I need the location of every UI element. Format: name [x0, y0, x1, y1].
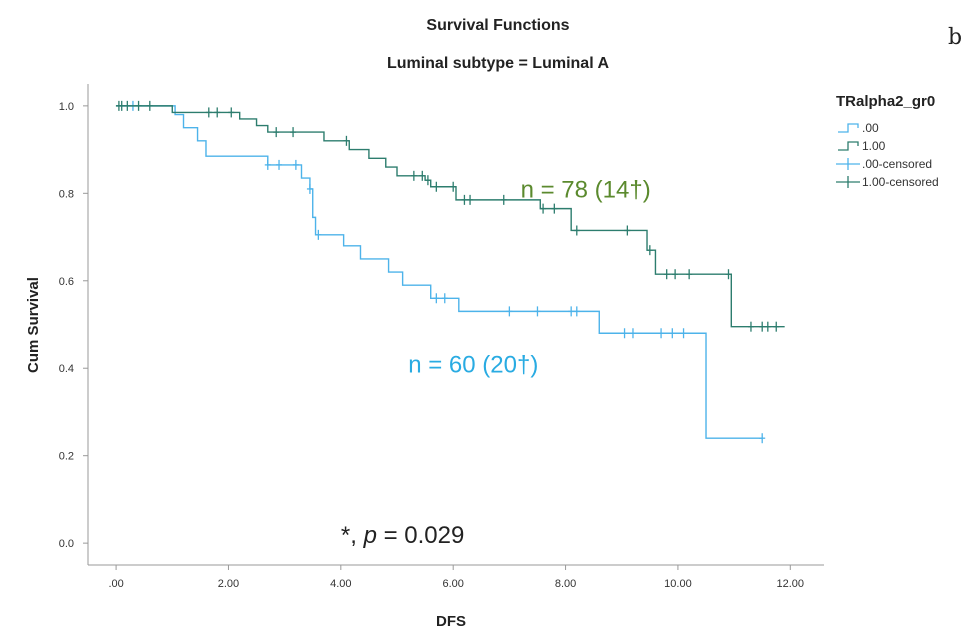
- chart-title: Survival Functions: [426, 17, 569, 34]
- p-prefix: *,: [341, 522, 364, 549]
- annotation-n-group1: n = 78 (14†): [521, 177, 651, 204]
- y-tick-label: 0.4: [59, 363, 74, 375]
- censor-mark: [343, 135, 350, 146]
- y-tick-label: 0.8: [59, 188, 74, 200]
- censor-mark: [759, 321, 766, 332]
- censor-mark: [764, 321, 771, 332]
- censor-mark: [419, 170, 426, 181]
- p-symbol: p: [363, 522, 377, 549]
- censor-mark: [450, 181, 457, 192]
- censor-mark: [228, 107, 235, 118]
- legend-step-swatch: [838, 141, 859, 151]
- x-axis-ticks: .00 2.00 4.00 6.00 8.00 10.00 12.00: [108, 565, 804, 590]
- censor-mark: [290, 127, 297, 138]
- censor-mark: [264, 159, 271, 170]
- legend: TRalpha2_gr0 .00 1.00 .00-censored 1.00-cen…: [836, 93, 939, 189]
- annotation-n-group0: n = 60 (20†): [408, 352, 538, 379]
- censor-mark: [663, 269, 670, 280]
- censor-mark: [725, 269, 732, 280]
- y-axis-ticks: 0.0 0.2 0.4 0.6 0.8 1.0: [59, 101, 88, 550]
- censor-mark: [680, 328, 687, 339]
- series-line-1: [116, 105, 785, 328]
- censor-mark: [747, 321, 754, 332]
- censor-mark: [292, 159, 299, 170]
- x-tick-label: 12.00: [777, 578, 805, 590]
- censor-mark: [573, 306, 580, 317]
- legend-entry: 1.00: [838, 139, 886, 153]
- y-axis-title: Cum Survival: [25, 277, 42, 373]
- censor-mark: [773, 321, 780, 332]
- y-tick-label: 0.6: [59, 276, 74, 288]
- censor-mark: [686, 269, 693, 280]
- censor-mark: [306, 183, 313, 194]
- legend-label: .00: [862, 121, 879, 135]
- censor-mark: [205, 107, 212, 118]
- censor-mark: [424, 175, 431, 186]
- censor-mark: [551, 203, 558, 214]
- x-tick-label: 6.00: [442, 578, 463, 590]
- legend-label: 1.00-censored: [862, 175, 939, 189]
- censor-mark: [573, 225, 580, 236]
- censor-mark: [146, 100, 153, 111]
- panel-label: b: [948, 25, 962, 50]
- legend-entry: .00-censored: [836, 157, 932, 171]
- censor-mark: [135, 100, 142, 111]
- censor-mark: [214, 107, 221, 118]
- censor-mark: [273, 127, 280, 138]
- censor-mark: [646, 245, 653, 256]
- censor-mark: [534, 306, 541, 317]
- censor-mark: [124, 100, 131, 111]
- censor-mark: [467, 194, 474, 205]
- x-axis-title: DFS: [436, 613, 466, 630]
- p-value: = 0.029: [377, 522, 464, 549]
- legend-label: 1.00: [862, 139, 886, 153]
- legend-title: TRalpha2_gr0: [836, 93, 935, 110]
- censor-mark: [461, 194, 468, 205]
- x-tick-label: .00: [108, 578, 123, 590]
- annotation-p-value: *, p = 0.029: [341, 522, 464, 549]
- censor-mark: [621, 328, 628, 339]
- x-tick-label: 8.00: [555, 578, 576, 590]
- legend-entry: 1.00-censored: [836, 175, 939, 189]
- y-tick-label: 1.0: [59, 101, 74, 113]
- censor-mark: [410, 170, 417, 181]
- censor-mark: [506, 306, 513, 317]
- censor-mark: [433, 293, 440, 304]
- censor-mark: [624, 225, 631, 236]
- censor-mark: [500, 194, 507, 205]
- censor-mark: [658, 328, 665, 339]
- censor-mark: [315, 229, 322, 240]
- censor-mark: [629, 328, 636, 339]
- censor-mark: [441, 293, 448, 304]
- x-tick-label: 2.00: [218, 578, 239, 590]
- censor-mark: [568, 306, 575, 317]
- y-tick-label: 0.2: [59, 451, 74, 463]
- censor-mark: [759, 433, 766, 444]
- censor-mark: [433, 181, 440, 192]
- x-tick-label: 10.00: [664, 578, 692, 590]
- chart-subtitle: Luminal subtype = Luminal A: [387, 55, 610, 72]
- series-line-0: [116, 105, 763, 439]
- censor-mark: [540, 203, 547, 214]
- series-layer: [115, 100, 785, 444]
- legend-label: .00-censored: [862, 157, 932, 171]
- legend-step-swatch: [838, 123, 859, 133]
- y-tick-label: 0.0: [59, 538, 74, 550]
- censor-mark: [118, 100, 125, 111]
- censor-mark: [276, 159, 283, 170]
- censor-mark: [672, 269, 679, 280]
- censor-mark: [669, 328, 676, 339]
- x-tick-label: 4.00: [330, 578, 351, 590]
- legend-entry: .00: [838, 121, 879, 135]
